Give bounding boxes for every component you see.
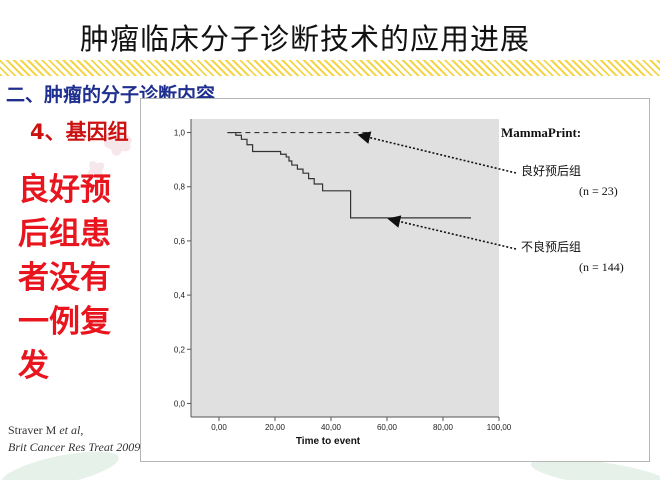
series-line-poor-prognosis (227, 131, 471, 219)
subsection-heading: 4、基因组 (30, 120, 129, 144)
x-axis-label: Time to event (296, 436, 361, 447)
y-tick-label: 0,8 (174, 183, 186, 192)
legend-n-count: (n = 23) (579, 184, 618, 198)
flower-decoration (87, 128, 132, 180)
x-tick-label: 40,00 (321, 423, 342, 432)
header-stripe (0, 60, 660, 76)
citation-authors: Straver M (8, 423, 57, 437)
y-tick-label: 1,0 (174, 129, 186, 138)
y-tick-label: 0,0 (174, 399, 186, 408)
y-tick-label: 0,4 (174, 291, 186, 300)
legend-label: 不良预后组 (521, 239, 581, 254)
citation-journal: Brit Cancer Res Treat 2009 (8, 440, 141, 454)
x-tick-label: 60,00 (377, 423, 398, 432)
leaf-decoration (1, 451, 660, 480)
legend-arrow (387, 215, 517, 250)
x-tick-label: 80,00 (433, 423, 454, 432)
survival-chart: 0,0 0,2 0,4 0,6 0,8 1,0 0,00 20,00 40,00 60,00 80… (174, 119, 624, 447)
plot-background (191, 119, 499, 417)
chart-title: MammaPrint: (501, 125, 581, 140)
x-tick-label: 100,00 (487, 423, 512, 432)
slide-title: 肿瘤临床分子诊断技术的应用进展 (80, 22, 531, 56)
callout-text: 良好预后组患者没有一例复发 (18, 172, 111, 384)
citation: Straver M et al, Brit Cancer Res Treat 2… (8, 422, 140, 456)
citation-et-al: et al, (59, 423, 84, 437)
km-figure: 0,0 0,2 0,4 0,6 0,8 1,0 0,00 20,00 40,00 60,00 80… (140, 98, 650, 462)
legend-label: 良好预后组 (521, 163, 581, 178)
y-tick-label: 0,2 (174, 345, 186, 354)
legend-n-count: (n = 144) (579, 260, 624, 274)
y-tick-label: 0,6 (174, 237, 186, 246)
legend-arrow (357, 131, 517, 174)
x-tick-label: 0,00 (211, 423, 227, 432)
x-tick-label: 20,00 (265, 423, 286, 432)
